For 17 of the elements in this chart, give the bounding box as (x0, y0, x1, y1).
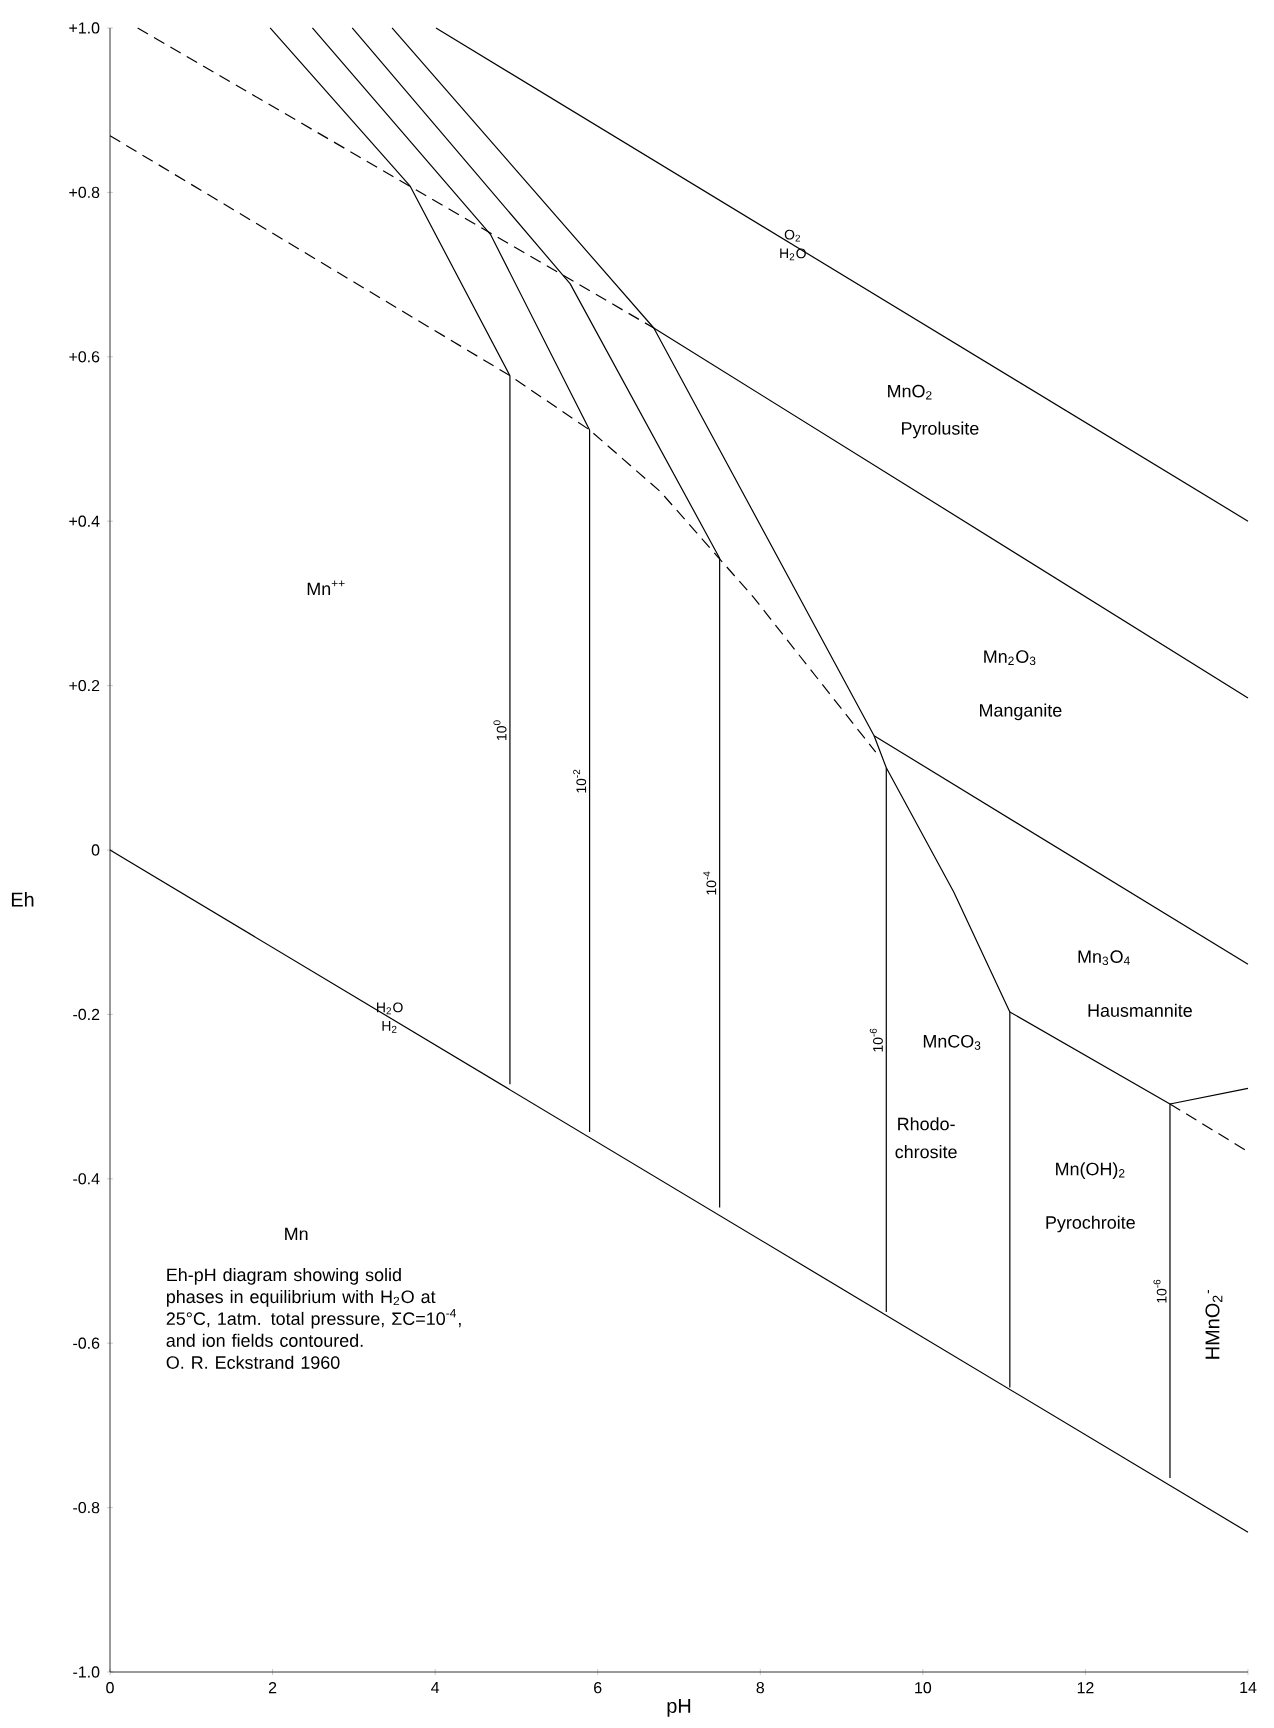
annotation: Rhodo- (898, 1117, 955, 1131)
annotation: Hausmannite (1088, 1003, 1192, 1017)
annotation: Mn$_{2}$O$_{3}$ (984, 650, 1036, 666)
x-axis-title: pH (667, 1699, 691, 1717)
annotation: Pyrolusite (902, 421, 979, 439)
annotation: O. R. Eckstrand 1960 (166, 1355, 340, 1369)
annotation: Mn$_{3}$O$_{4}$ (1078, 950, 1130, 966)
text: Eh-pH diagram showing solid phases in equilibrium with H$_{2}$O at 25°C, 1atm. total pressure, ΣC=10$^{-4}$, and ion fields contoured. (166, 1268, 461, 1347)
annotation: MnO$_{2}$ (888, 384, 932, 400)
annotation: Pyrochroite (1046, 1215, 1135, 1233)
y-axis-title: Eh (11, 892, 34, 907)
annotation: Manganite (980, 703, 1062, 721)
annotation: MnCO$_{3}$ (923, 1034, 981, 1050)
annotation: Mn$^{++}$ (307, 580, 345, 596)
annotation: Mn (285, 1227, 308, 1241)
annotation: Mn(OH)$_{2}$ (1056, 1162, 1125, 1179)
annotation: chrosite (895, 1145, 957, 1159)
